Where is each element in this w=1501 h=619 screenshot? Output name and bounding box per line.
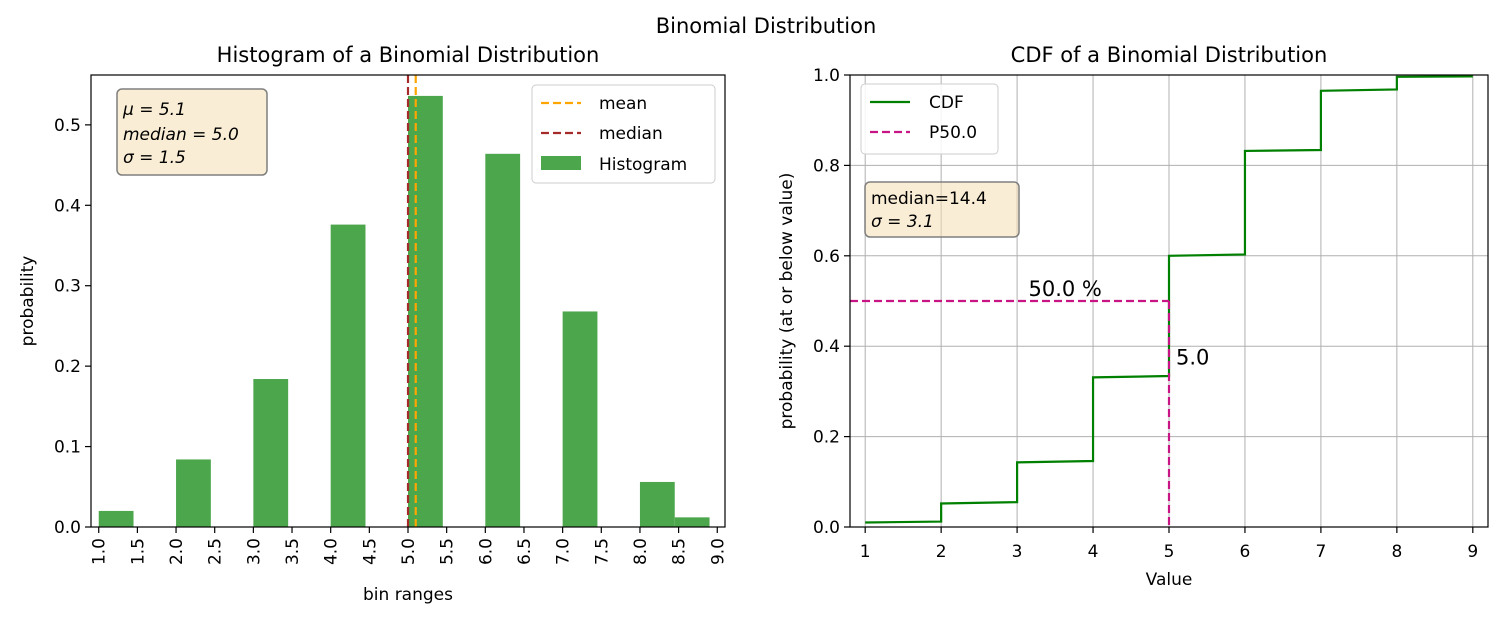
cdf-xtick-label: 6 bbox=[1240, 542, 1251, 562]
histogram-xtick-label: 1.5 bbox=[128, 538, 148, 565]
cdf-xtick-label: 5 bbox=[1164, 542, 1175, 562]
percentile-annotation: 50.0 % bbox=[1028, 277, 1101, 301]
cdf-ytick-label: 0.4 bbox=[813, 337, 840, 357]
histogram-xtick-label: 9.0 bbox=[708, 538, 728, 565]
cdf-title: CDF of a Binomial Distribution bbox=[1011, 43, 1328, 67]
histogram-ytick-label: 0.4 bbox=[54, 196, 81, 216]
histogram-xtick-label: 4.0 bbox=[322, 538, 342, 565]
cdf-xtick-label: 9 bbox=[1467, 542, 1478, 562]
legend-histogram-swatch bbox=[541, 156, 581, 170]
value-annotation: 5.0 bbox=[1176, 345, 1209, 369]
histogram-xtick-label: 7.0 bbox=[554, 538, 574, 565]
histogram-bar-8 bbox=[674, 517, 710, 527]
cdf-stats-median: median=14.4 bbox=[871, 189, 987, 209]
histogram-xtick-label: 2.0 bbox=[167, 538, 187, 565]
histogram-xtick-label: 5.0 bbox=[399, 538, 419, 565]
legend-cdf-label: CDF bbox=[929, 93, 964, 113]
histogram-xtick-label: 2.5 bbox=[206, 538, 226, 565]
cdf-ytick-label: 0.2 bbox=[813, 428, 840, 448]
cdf-xtick-label: 4 bbox=[1088, 542, 1099, 562]
histogram-bar-0 bbox=[98, 510, 134, 527]
histogram-ytick-label: 0.2 bbox=[54, 357, 81, 377]
cdf-xtick-label: 8 bbox=[1391, 542, 1402, 562]
histogram-ytick-label: 0.3 bbox=[54, 277, 81, 297]
histogram-xtick-label: 8.0 bbox=[631, 538, 651, 565]
histogram-bar-3 bbox=[330, 224, 366, 527]
cdf-x-ticks: 1 2 3 4 5 6 7 8 9 bbox=[860, 527, 1478, 562]
histogram-xtick-label: 7.5 bbox=[592, 538, 612, 565]
histogram-ytick-label: 0.5 bbox=[54, 116, 81, 136]
histogram-x-ticks: 1.0 1.5 2.0 2.5 3.0 3.5 4.0 4.5 5.0 5.5 6.0 6.5 7.0 7… bbox=[90, 527, 728, 565]
cdf-stats-sigma: σ = 3.1 bbox=[871, 212, 934, 232]
cdf-ytick-label: 0.0 bbox=[813, 518, 840, 538]
histogram-bar-7 bbox=[639, 481, 675, 527]
histogram-panel: Histogram of a Binomial Distribution 1.0… bbox=[18, 43, 728, 605]
histogram-bar-5 bbox=[485, 153, 521, 527]
cdf-ytick-label: 0.8 bbox=[813, 156, 840, 176]
histogram-bars bbox=[98, 95, 710, 527]
histogram-xtick-label: 3.0 bbox=[244, 538, 264, 565]
histogram-xtick-label: 1.0 bbox=[90, 538, 110, 565]
cdf-xtick-label: 1 bbox=[860, 542, 871, 562]
histogram-legend: mean median Histogram bbox=[531, 84, 716, 184]
histogram-bar-1 bbox=[176, 459, 211, 527]
cdf-ytick-label: 0.6 bbox=[813, 247, 840, 267]
histogram-bar-6 bbox=[562, 311, 598, 527]
cdf-xlabel: Value bbox=[1146, 570, 1193, 590]
histogram-bar-4 bbox=[408, 95, 443, 527]
histogram-ylabel: probability bbox=[18, 256, 38, 347]
legend-histogram-label: Histogram bbox=[599, 155, 687, 175]
cdf-y-ticks: 0.0 0.2 0.4 0.6 0.8 1.0 bbox=[813, 66, 850, 538]
histogram-bar-2 bbox=[253, 379, 289, 527]
histogram-xtick-label: 5.5 bbox=[438, 538, 458, 565]
legend-p50-label: P50.0 bbox=[929, 123, 977, 143]
legend-mean-label: mean bbox=[599, 94, 647, 114]
cdf-xtick-label: 2 bbox=[936, 542, 947, 562]
histogram-xtick-label: 4.5 bbox=[360, 538, 380, 565]
cdf-xtick-label: 7 bbox=[1315, 542, 1326, 562]
stats-median: median = 5.0 bbox=[123, 125, 239, 145]
histogram-xtick-label: 6.0 bbox=[476, 538, 496, 565]
cdf-xtick-label: 3 bbox=[1012, 542, 1023, 562]
cdf-ylabel: probability (at or below value) bbox=[777, 173, 797, 430]
histogram-xtick-label: 8.5 bbox=[670, 538, 690, 565]
cdf-ytick-label: 1.0 bbox=[813, 66, 840, 86]
cdf-panel: CDF of a Binomial Distribution 50.0 % 5.… bbox=[777, 43, 1489, 590]
histogram-xtick-label: 3.5 bbox=[283, 538, 303, 565]
histogram-title: Histogram of a Binomial Distribution bbox=[217, 43, 600, 67]
histogram-y-ticks: 0.0 0.1 0.2 0.3 0.4 0.5 bbox=[54, 116, 91, 538]
histogram-xtick-label: 6.5 bbox=[515, 538, 535, 565]
legend-median-label: median bbox=[599, 124, 663, 144]
histogram-stats-box: μ = 5.1 median = 5.0 σ = 1.5 bbox=[116, 88, 268, 176]
cdf-stats-box: median=14.4 σ = 3.1 bbox=[864, 181, 1020, 238]
figure-suptitle: Binomial Distribution bbox=[656, 14, 877, 38]
stats-mean: μ = 5.1 bbox=[122, 100, 186, 120]
stats-sigma: σ = 1.5 bbox=[123, 148, 186, 168]
cdf-legend: CDF P50.0 bbox=[860, 83, 999, 155]
histogram-ytick-label: 0.0 bbox=[54, 518, 81, 538]
histogram-xlabel: bin ranges bbox=[363, 585, 453, 605]
histogram-ytick-label: 0.1 bbox=[54, 438, 81, 458]
